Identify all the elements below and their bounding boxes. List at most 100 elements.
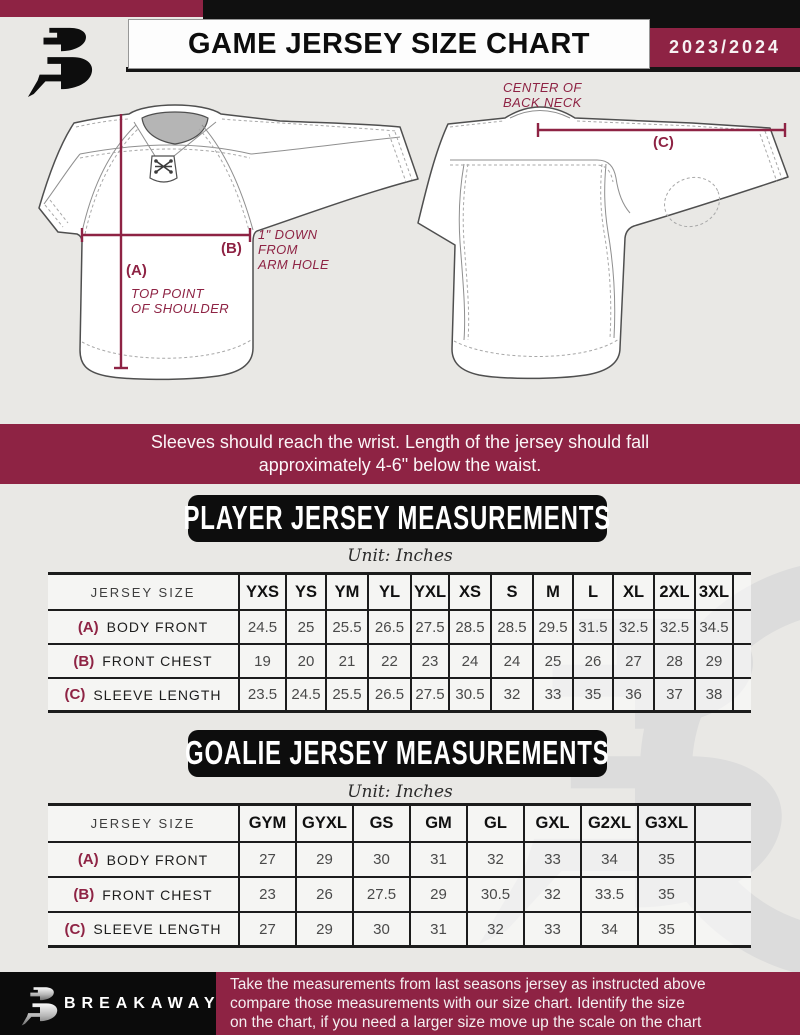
measurement-value: 32 bbox=[466, 913, 523, 945]
table-overhang-cell bbox=[734, 679, 751, 710]
front-jersey-diagram bbox=[38, 104, 419, 381]
footer-note: Take the measurements from last seasons … bbox=[230, 976, 706, 1031]
measurement-row-key: (A) bbox=[77, 618, 99, 636]
measurement-value: 26.5 bbox=[367, 611, 410, 643]
measurement-row: (B) FRONT CHEST 19 20 21 22 23 24 24 25 26 27 28 29 bbox=[48, 645, 751, 679]
size-column-header: GL bbox=[466, 806, 523, 841]
measurement-row-name: SLEEVE LENGTH bbox=[93, 921, 222, 937]
measurement-value: 27.5 bbox=[410, 611, 448, 643]
measurement-row-key: (B) bbox=[73, 652, 95, 670]
measurement-row-label: (B) FRONT CHEST bbox=[48, 878, 238, 911]
measurement-row: (A) BODY FRONT 27 29 30 31 32 33 34 35 bbox=[48, 843, 751, 878]
player-unit-label: Unit: Inches bbox=[347, 546, 453, 566]
size-column-header: YM bbox=[325, 575, 367, 609]
size-column-header: GYXL bbox=[295, 806, 352, 841]
size-column-header: YS bbox=[285, 575, 325, 609]
measurement-value: 25.5 bbox=[325, 611, 367, 643]
goalie-size-table: JERSEY SIZE GYM GYXL GS GM GL GXL G2XL G3XL (A) BO… bbox=[48, 803, 751, 948]
measurement-row: (C) SLEEVE LENGTH 23.5 24.5 25.5 26.5 27.5 30.5… bbox=[48, 679, 751, 713]
measure-label-c: (C) bbox=[653, 134, 674, 151]
size-table-corner-label: JERSEY SIZE bbox=[90, 584, 196, 600]
measurement-row-key: (B) bbox=[73, 886, 95, 903]
footer-logo-icon bbox=[21, 987, 58, 1026]
measurement-value: 32 bbox=[490, 679, 532, 710]
measure-note-b: 1" DOWN FROM ARM HOLE bbox=[258, 227, 330, 272]
size-column-header: GXL bbox=[523, 806, 580, 841]
measurement-value: 29 bbox=[409, 878, 466, 911]
table-overhang-cell bbox=[734, 645, 751, 677]
measurement-value: 29 bbox=[694, 645, 734, 677]
measurement-value: 32 bbox=[523, 878, 580, 911]
measurement-row-label: (B) FRONT CHEST bbox=[48, 645, 238, 677]
size-header-row: JERSEY SIZE GYM GYXL GS GM GL GXL G2XL G3XL bbox=[48, 806, 751, 843]
size-header-row: JERSEY SIZE YXS YS YM YL YXL XS S M L XL 2XL 3XL bbox=[48, 575, 751, 611]
measurement-value: 35 bbox=[637, 913, 694, 945]
measurement-value: 38 bbox=[694, 679, 734, 710]
size-column-header: YXS bbox=[238, 575, 285, 609]
measurement-value: 32 bbox=[466, 843, 523, 876]
size-column-header: YL bbox=[367, 575, 410, 609]
table-overhang-cell bbox=[734, 611, 751, 643]
measurement-value: 29 bbox=[295, 843, 352, 876]
size-column-header: M bbox=[532, 575, 572, 609]
table-overhang-cell bbox=[694, 878, 751, 911]
instruction-banner: Sleeves should reach the wrist. Length o… bbox=[0, 424, 800, 484]
measurement-value: 34 bbox=[580, 913, 637, 945]
header-maroon-strip bbox=[0, 0, 203, 17]
measurement-value: 26.5 bbox=[367, 679, 410, 710]
player-size-table: JERSEY SIZE YXS YS YM YL YXL XS S M L XL 2XL 3XL (A) B… bbox=[48, 572, 751, 713]
measurement-value: 29.5 bbox=[532, 611, 572, 643]
footer-brand: BREAKAWAY bbox=[64, 994, 221, 1012]
measurement-value: 30 bbox=[352, 913, 409, 945]
brand-logo-icon bbox=[27, 27, 93, 97]
measurement-value: 26 bbox=[572, 645, 612, 677]
measurement-value: 35 bbox=[637, 878, 694, 911]
measurement-value: 33.5 bbox=[580, 878, 637, 911]
measure-line-b bbox=[80, 228, 252, 242]
table-overhang-cell bbox=[734, 575, 751, 609]
size-column-header: GYM bbox=[238, 806, 295, 841]
measurement-value: 35 bbox=[637, 843, 694, 876]
measurement-value: 32.5 bbox=[653, 611, 694, 643]
measurement-row-name: FRONT CHEST bbox=[102, 653, 213, 669]
measurement-value: 24 bbox=[448, 645, 490, 677]
measurement-value: 27 bbox=[612, 645, 653, 677]
measurement-value: 28.5 bbox=[448, 611, 490, 643]
size-column-header: XS bbox=[448, 575, 490, 609]
measurement-value: 20 bbox=[285, 645, 325, 677]
player-section-title-box: PLAYER JERSEY MEASUREMENTS bbox=[184, 495, 610, 542]
instruction-banner-text: Sleeves should reach the wrist. Length o… bbox=[150, 432, 650, 475]
measurement-value: 19 bbox=[238, 645, 285, 677]
measurement-value: 33 bbox=[523, 843, 580, 876]
measurement-value: 23.5 bbox=[238, 679, 285, 710]
measurement-value: 34.5 bbox=[694, 611, 734, 643]
measurement-value: 25 bbox=[532, 645, 572, 677]
measurement-row-name: SLEEVE LENGTH bbox=[93, 686, 222, 703]
measurement-value: 27 bbox=[238, 843, 295, 876]
size-column-header: YXL bbox=[410, 575, 448, 609]
measure-note-a: TOP POINT OF SHOULDER bbox=[131, 286, 230, 316]
measurement-row-key: (C) bbox=[64, 920, 86, 938]
measurement-value: 24.5 bbox=[285, 679, 325, 710]
goalie-section-title: GOALIE JERSEY MEASUREMENTS bbox=[185, 734, 610, 772]
measurement-row-label: (A) BODY FRONT bbox=[48, 843, 238, 876]
size-column-header: G3XL bbox=[637, 806, 694, 841]
size-column-header: 3XL bbox=[694, 575, 734, 609]
header-underline bbox=[126, 67, 800, 72]
measurement-row-label: (C) SLEEVE LENGTH bbox=[48, 679, 238, 710]
measurement-value: 21 bbox=[325, 645, 367, 677]
measurement-value: 29 bbox=[295, 913, 352, 945]
measurement-value: 27.5 bbox=[352, 878, 409, 911]
measurement-row-label: (A) BODY FRONT bbox=[48, 611, 238, 643]
measurement-value: 27.5 bbox=[410, 679, 448, 710]
measurement-value: 33 bbox=[532, 679, 572, 710]
measurement-value: 31.5 bbox=[572, 611, 612, 643]
measurement-row: (A) BODY FRONT 24.5 25 25.5 26.5 27.5 28.5 28.5 2… bbox=[48, 611, 751, 645]
title-box: GAME JERSEY SIZE CHART bbox=[128, 19, 650, 69]
measurement-value: 23 bbox=[238, 878, 295, 911]
measurement-row: (B) FRONT CHEST 23 26 27.5 29 30.5 32 33.5 35 bbox=[48, 878, 751, 913]
back-jersey-diagram bbox=[417, 106, 789, 380]
measurement-row-name: BODY FRONT bbox=[106, 619, 209, 635]
table-overhang-cell bbox=[694, 843, 751, 876]
